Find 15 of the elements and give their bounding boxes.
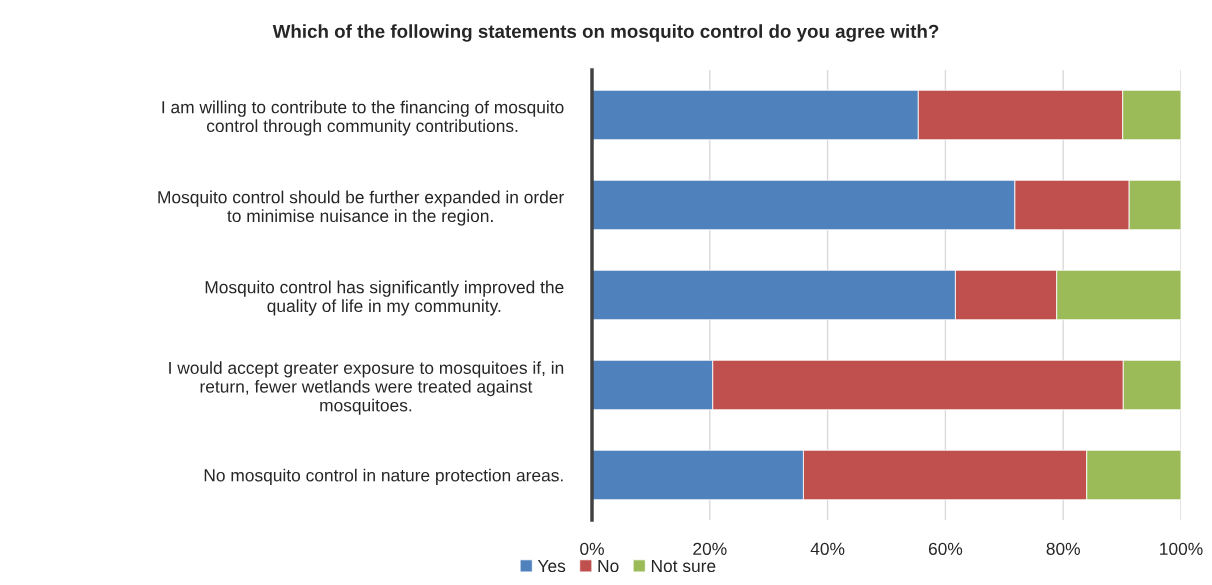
x-tick-label: 60% (928, 542, 963, 555)
legend-label: Not sure (651, 560, 716, 573)
y-tick-label: No mosquito control in nature protection areas. (204, 468, 563, 485)
chart-title: Which of the following statements on mosquito control do you agree with? (272, 24, 939, 42)
y-tick-label: Mosquito control should be further expanded in order to minimise nuisance in the region. (158, 190, 564, 226)
x-tick-label: 80% (1046, 542, 1080, 555)
y-tick-label: Mosquito control has significantly improved the quality of life in my community. (205, 280, 564, 316)
y-tick-label: I am willing to contribute to the financing of mosquito control through community contributions. (162, 100, 564, 136)
x-tick-label: 40% (810, 542, 845, 555)
legend-label: Yes (537, 560, 566, 573)
legend-label: No (598, 560, 619, 573)
x-tick-label: 100% (1160, 542, 1203, 555)
x-tick-label: 0% (580, 542, 604, 555)
x-tick-label: 20% (693, 542, 727, 555)
y-tick-label: I would accept greater exposure to mosquitoes if, in return, fewer wetlands were treated against mosquitoes. (169, 361, 564, 415)
